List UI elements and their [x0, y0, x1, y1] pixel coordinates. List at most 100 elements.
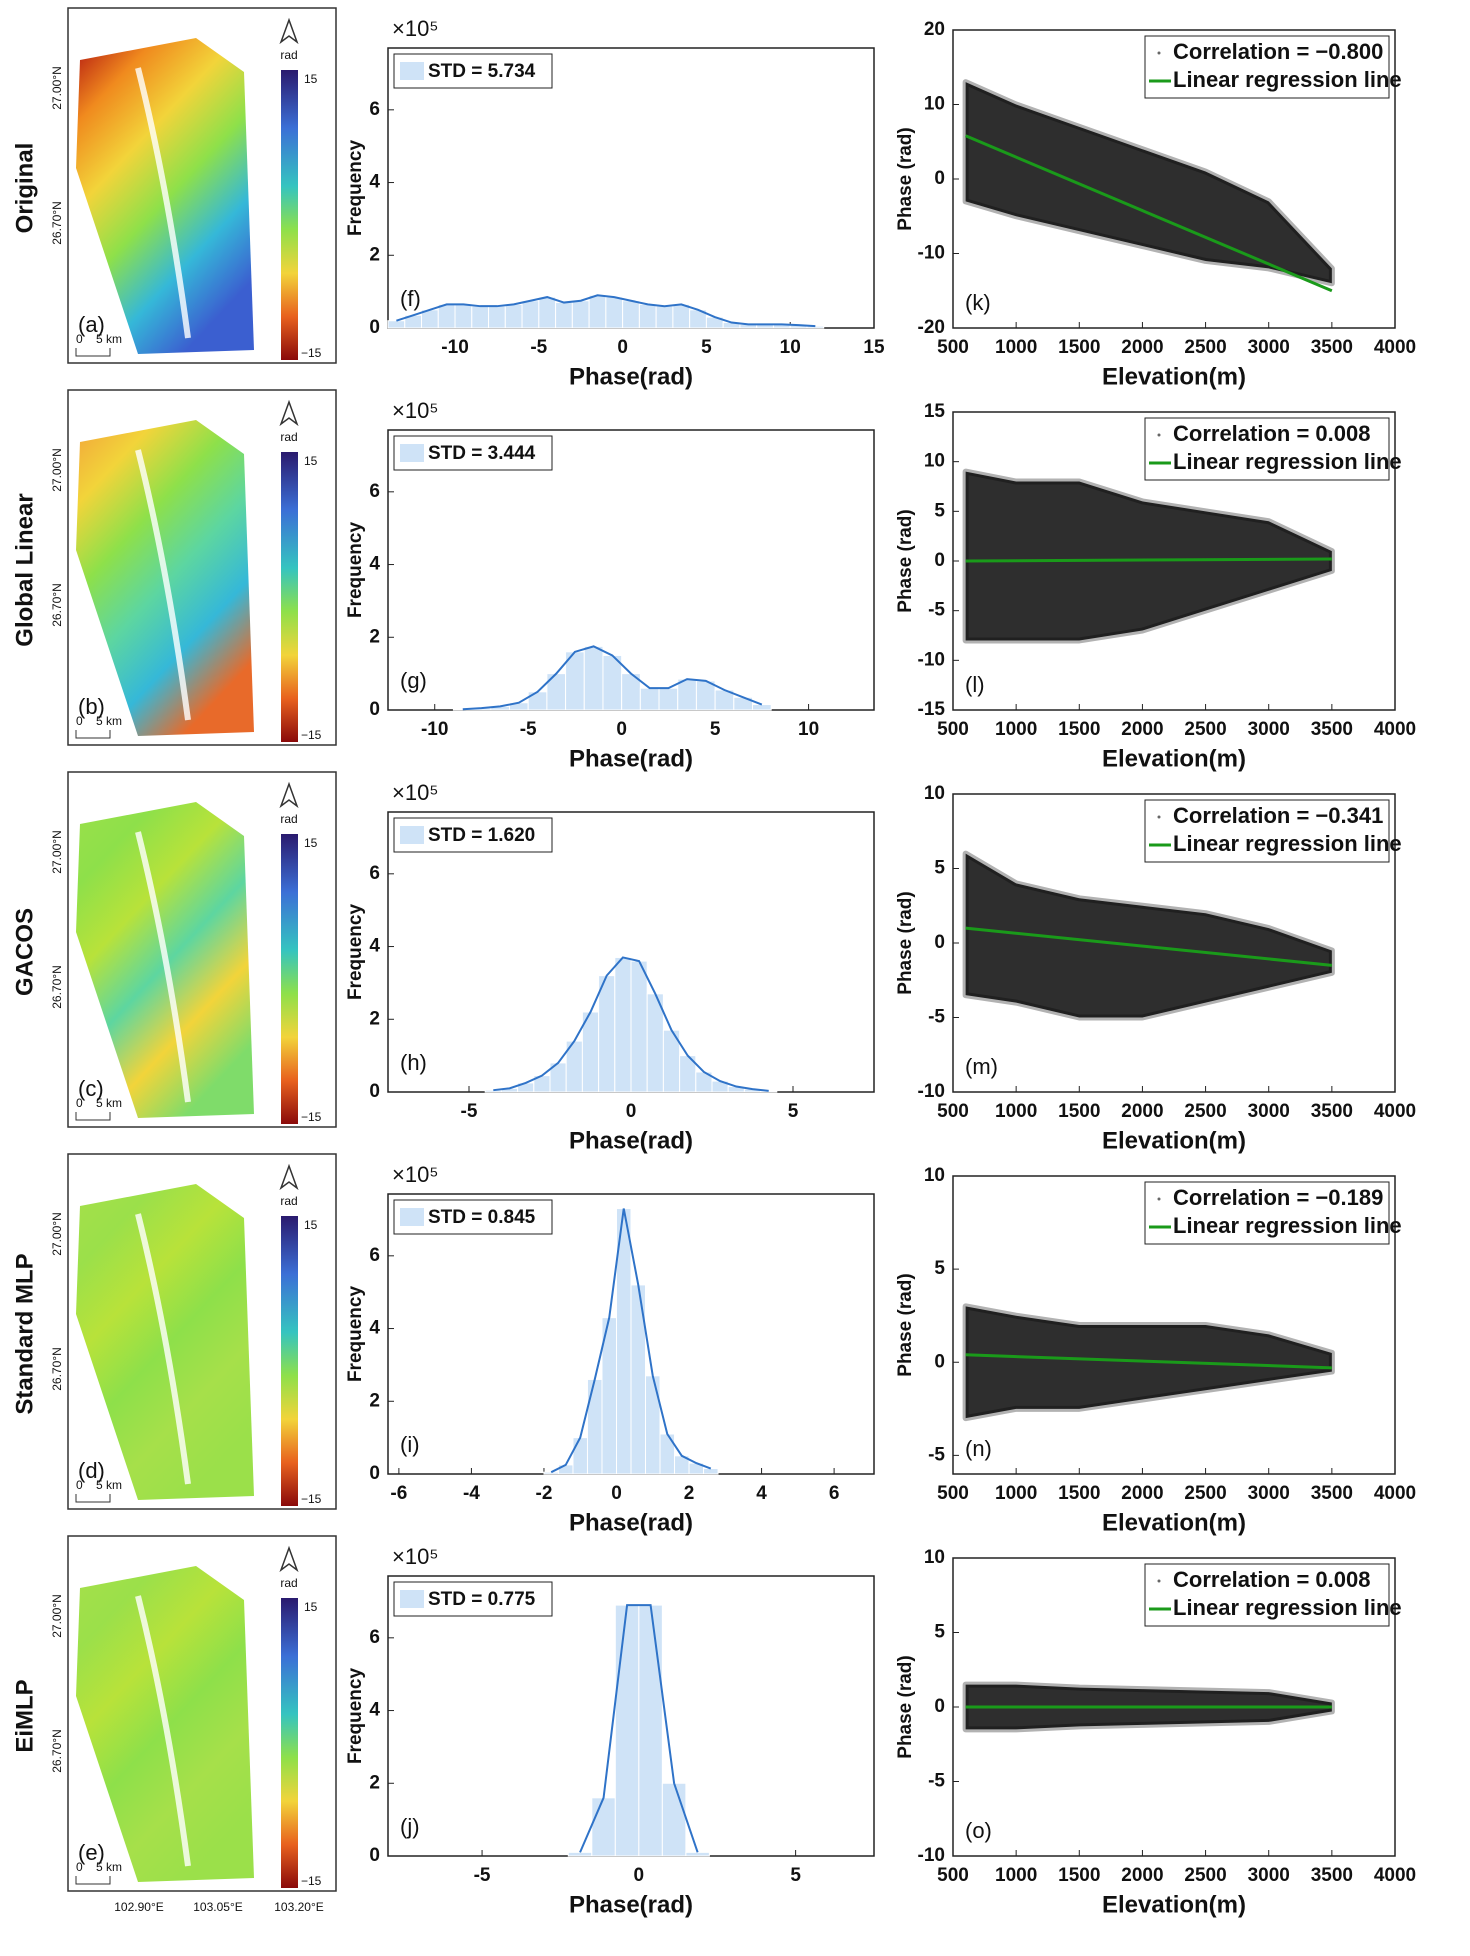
legend-marker	[1157, 1579, 1161, 1583]
north-arrow	[279, 399, 299, 427]
x-tick-label: 5	[790, 1865, 801, 1886]
legend-label: Correlation = −0.341	[1173, 803, 1383, 828]
x-tick-label: 15	[863, 337, 885, 358]
colorbar-min: −15	[301, 728, 322, 742]
x-tick-label: 2000	[1121, 337, 1163, 358]
x-tick-label: 10	[798, 719, 819, 740]
colorbar-unit: rad	[280, 1194, 297, 1208]
legend-box	[1144, 417, 1390, 481]
legend-label: STD = 3.444	[428, 443, 536, 464]
x-tick-label: 0	[626, 1101, 637, 1122]
x-tick-label: -2	[536, 1483, 553, 1504]
legend-label: Correlation = −0.189	[1173, 1185, 1383, 1210]
x-tick-label: 0	[616, 719, 627, 740]
x-tick-label: 1500	[1058, 719, 1100, 740]
x-tick-label: 1000	[995, 1101, 1037, 1122]
x-axis-label: Phase(rad)	[569, 745, 693, 772]
y-tick-label: 6	[369, 481, 380, 502]
y-tick-label: 0	[369, 317, 380, 338]
y-tick-label: 0	[369, 699, 380, 720]
x-tick-label: 3500	[1311, 1865, 1353, 1886]
bar	[583, 645, 604, 711]
north-arrow	[279, 781, 299, 809]
bar	[614, 956, 632, 1093]
y-tick-label: 4	[369, 172, 380, 193]
bar	[695, 680, 716, 711]
colorbar-unit: rad	[280, 48, 297, 62]
y-tick-label: -5	[928, 600, 945, 621]
panel-label: (b)	[78, 694, 105, 719]
y-tick-label: 5	[934, 500, 945, 521]
legend-label: Correlation = 0.008	[1173, 1567, 1370, 1592]
y-axis-label: Frequency	[345, 904, 366, 1001]
bar	[602, 654, 623, 711]
lat-label: 27.00°N	[50, 66, 64, 110]
x-tick-label: -5	[474, 1865, 491, 1886]
bar	[567, 1851, 593, 1857]
colorbar-unit: rad	[280, 430, 297, 444]
y-axis-label: Frequency	[345, 522, 366, 619]
colorbar-max: 15	[304, 1218, 318, 1232]
x-axis-label: Phase(rad)	[569, 1509, 693, 1536]
y-tick-label: 6	[369, 863, 380, 884]
x-tick-label: 4000	[1374, 1865, 1416, 1886]
legend-box	[1144, 1181, 1390, 1245]
regression-line	[965, 134, 1333, 293]
x-tick-label: 1000	[995, 1865, 1037, 1886]
y-axis-label: Phase (rad)	[895, 127, 916, 230]
y-tick-label: -5	[928, 1007, 945, 1028]
x-tick-label: 3500	[1311, 337, 1353, 358]
y-axis-label: Phase (rad)	[895, 1273, 916, 1376]
legend-box	[1144, 799, 1390, 863]
panel-label: (f)	[400, 286, 421, 311]
x-tick-label: 4000	[1374, 719, 1416, 740]
legend-label: Linear regression line	[1173, 67, 1402, 92]
panel-label: (d)	[78, 1458, 105, 1483]
legend-marker	[1157, 433, 1161, 437]
legend-label: Correlation = −0.800	[1173, 39, 1383, 64]
north-arrow	[279, 1545, 299, 1573]
x-tick-label: 3500	[1311, 719, 1353, 740]
y-tick-label: 0	[934, 1696, 945, 1717]
bar	[639, 687, 660, 711]
y-tick-label: 4	[369, 1318, 380, 1339]
bar	[555, 302, 573, 329]
legend-swatch	[400, 62, 424, 80]
x-tick-label: -4	[463, 1483, 480, 1504]
x-tick-label: 1000	[995, 337, 1037, 358]
x-tick-label: -5	[520, 719, 537, 740]
y-tick-label: 6	[369, 1627, 380, 1648]
y-tick-label: 0	[934, 168, 945, 189]
y-multiplier: ×10⁵	[392, 16, 438, 41]
bar	[588, 294, 607, 329]
lat-label: 27.00°N	[50, 448, 64, 492]
y-axis-label: Phase (rad)	[895, 891, 916, 994]
density-line	[493, 956, 769, 1092]
x-tick-label: -10	[421, 719, 448, 740]
y-tick-label: 6	[369, 99, 380, 120]
y-tick-label: 0	[934, 1351, 945, 1372]
panel-label: (n)	[965, 1436, 992, 1461]
legend-label: STD = 1.620	[428, 825, 535, 846]
row-label: Global Linear	[11, 493, 38, 646]
y-tick-label: 6	[369, 1245, 380, 1266]
y-tick-label: 5	[934, 1622, 945, 1643]
scale-label: 5 km	[96, 714, 122, 728]
x-tick-label: 2000	[1121, 1101, 1163, 1122]
plot-frame	[952, 1175, 1396, 1475]
legend-swatch	[400, 1590, 424, 1608]
lat-label: 26.70°N	[50, 201, 64, 245]
x-axis-label: Phase(rad)	[569, 363, 693, 390]
lat-label: 26.70°N	[50, 965, 64, 1009]
x-tick-label: 3000	[1248, 1101, 1290, 1122]
panel-label: (c)	[78, 1076, 104, 1101]
x-tick-label: 2000	[1121, 719, 1163, 740]
bar	[586, 1378, 603, 1475]
x-tick-label: 2	[684, 1483, 695, 1504]
x-tick-label: 1000	[995, 1483, 1037, 1504]
colorbar	[281, 834, 298, 1124]
x-tick-label: 3000	[1248, 1865, 1290, 1886]
panel-label: (k)	[965, 290, 991, 315]
y-tick-label: 2	[369, 244, 380, 265]
x-tick-label: 3000	[1248, 1483, 1290, 1504]
